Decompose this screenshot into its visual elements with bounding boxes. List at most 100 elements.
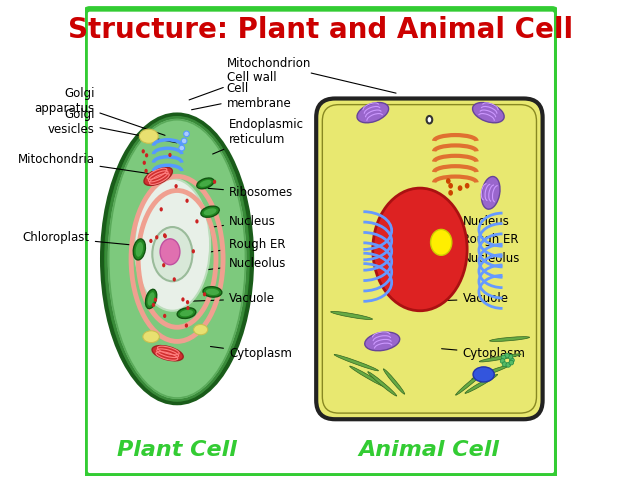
FancyBboxPatch shape — [316, 98, 543, 419]
Ellipse shape — [331, 312, 372, 320]
Ellipse shape — [373, 188, 467, 311]
Ellipse shape — [185, 324, 188, 328]
Ellipse shape — [179, 145, 184, 151]
Ellipse shape — [334, 354, 378, 371]
Text: Golgi
vesicles: Golgi vesicles — [47, 108, 177, 143]
Ellipse shape — [152, 346, 183, 361]
Text: Vacuole: Vacuole — [189, 292, 275, 305]
Ellipse shape — [204, 208, 216, 215]
Ellipse shape — [186, 306, 189, 310]
Ellipse shape — [456, 368, 488, 395]
Ellipse shape — [448, 183, 453, 189]
Ellipse shape — [465, 183, 470, 189]
Text: Cell wall: Cell wall — [189, 71, 276, 100]
Text: Structure: Plant and Animal Cell: Structure: Plant and Animal Cell — [68, 16, 573, 44]
Ellipse shape — [164, 234, 167, 239]
Text: Plant Cell: Plant Cell — [117, 440, 237, 460]
Ellipse shape — [206, 289, 219, 295]
Ellipse shape — [149, 239, 152, 243]
Ellipse shape — [159, 207, 163, 212]
Ellipse shape — [145, 289, 157, 309]
Ellipse shape — [152, 227, 193, 281]
Ellipse shape — [509, 360, 514, 365]
Ellipse shape — [349, 366, 387, 387]
Ellipse shape — [448, 190, 453, 196]
Ellipse shape — [160, 239, 180, 265]
Ellipse shape — [506, 362, 511, 367]
Ellipse shape — [357, 103, 388, 123]
Ellipse shape — [143, 161, 146, 165]
Ellipse shape — [201, 206, 220, 217]
Ellipse shape — [145, 153, 148, 157]
Ellipse shape — [504, 353, 509, 358]
Ellipse shape — [163, 233, 166, 238]
Ellipse shape — [365, 332, 400, 351]
Ellipse shape — [431, 229, 452, 255]
Ellipse shape — [501, 355, 506, 360]
Ellipse shape — [181, 138, 187, 144]
Ellipse shape — [458, 185, 463, 191]
Ellipse shape — [195, 219, 198, 224]
Ellipse shape — [140, 129, 158, 144]
Ellipse shape — [465, 374, 498, 394]
Text: Cytoplasm: Cytoplasm — [211, 347, 292, 360]
Ellipse shape — [186, 199, 189, 203]
Ellipse shape — [186, 300, 189, 304]
Ellipse shape — [177, 308, 196, 318]
Ellipse shape — [155, 235, 159, 240]
Text: Chloroplast: Chloroplast — [22, 231, 136, 245]
Ellipse shape — [368, 372, 397, 396]
Ellipse shape — [162, 263, 165, 267]
Text: Mitochondrion: Mitochondrion — [227, 57, 396, 93]
Text: Mitochondria: Mitochondria — [17, 153, 156, 175]
Text: Ribosomes: Ribosomes — [208, 186, 293, 199]
Text: Rough ER: Rough ER — [418, 233, 519, 247]
Text: Cytoplasm: Cytoplasm — [442, 347, 525, 360]
Ellipse shape — [196, 178, 214, 189]
Ellipse shape — [473, 367, 494, 382]
Ellipse shape — [163, 314, 166, 318]
Ellipse shape — [509, 358, 515, 362]
Ellipse shape — [203, 292, 206, 296]
Text: Nucleolus: Nucleolus — [182, 257, 286, 273]
Ellipse shape — [500, 359, 505, 363]
Text: Vacuole: Vacuole — [428, 292, 508, 305]
Text: Endoplasmic
reticulum: Endoplasmic reticulum — [212, 118, 304, 154]
Ellipse shape — [472, 103, 504, 123]
Ellipse shape — [133, 239, 145, 260]
Ellipse shape — [154, 298, 157, 302]
Ellipse shape — [168, 153, 172, 157]
Ellipse shape — [175, 184, 178, 188]
Text: Cell
membrane: Cell membrane — [191, 82, 291, 110]
Ellipse shape — [191, 249, 195, 253]
Ellipse shape — [134, 179, 210, 311]
Text: Animal Cell: Animal Cell — [359, 440, 500, 460]
Ellipse shape — [102, 115, 252, 403]
Ellipse shape — [143, 331, 159, 343]
Ellipse shape — [213, 180, 216, 184]
Ellipse shape — [181, 297, 184, 301]
Ellipse shape — [446, 178, 451, 184]
Text: Golgi
apparatus: Golgi apparatus — [35, 87, 165, 135]
Text: Nucleus: Nucleus — [432, 215, 509, 230]
Ellipse shape — [481, 177, 500, 209]
Ellipse shape — [427, 116, 432, 123]
Ellipse shape — [203, 287, 222, 297]
Text: Nucleolus: Nucleolus — [439, 250, 520, 265]
Ellipse shape — [180, 310, 193, 316]
Ellipse shape — [193, 324, 208, 335]
Ellipse shape — [145, 169, 148, 173]
Ellipse shape — [184, 131, 189, 137]
Ellipse shape — [136, 242, 143, 257]
Ellipse shape — [472, 365, 509, 379]
Text: Nucleus: Nucleus — [191, 215, 276, 230]
Ellipse shape — [152, 303, 155, 307]
FancyBboxPatch shape — [85, 9, 557, 476]
Ellipse shape — [502, 362, 507, 367]
Ellipse shape — [490, 336, 529, 341]
Ellipse shape — [383, 369, 404, 394]
Ellipse shape — [148, 292, 155, 306]
Ellipse shape — [508, 354, 513, 359]
Text: Rough ER: Rough ER — [198, 238, 285, 254]
Ellipse shape — [141, 149, 145, 154]
